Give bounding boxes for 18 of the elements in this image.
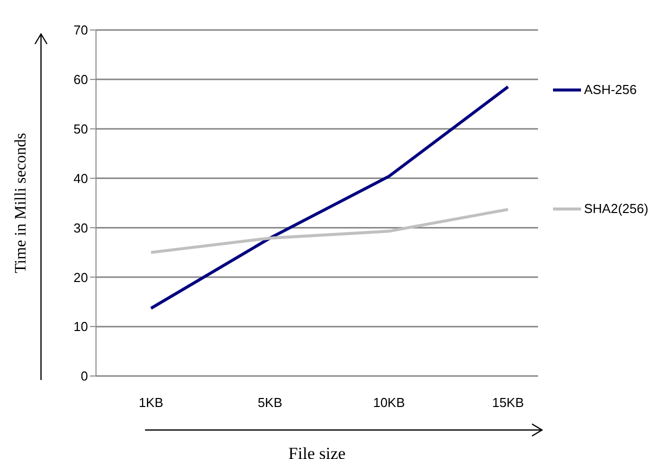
y-tick-label: 10 bbox=[74, 319, 88, 334]
y-tick-label: 30 bbox=[74, 220, 88, 236]
y-tick-label: 50 bbox=[74, 121, 88, 136]
y-tick-label: 0 bbox=[80, 368, 88, 384]
y-tick-label: 70 bbox=[74, 22, 88, 38]
x-axis-title: File size bbox=[288, 444, 346, 459]
x-tick-label: 5KB bbox=[258, 395, 282, 410]
y-axis-title: Time in Milli seconds bbox=[12, 132, 30, 274]
x-tick-label: 15KB bbox=[492, 395, 524, 410]
line-series bbox=[150, 85, 510, 310]
x-tick-label: 10KB bbox=[373, 395, 405, 410]
legend-label: SHA2(256) bbox=[584, 201, 648, 216]
y-tick-label: 40 bbox=[74, 170, 88, 186]
y-tick-label: 60 bbox=[74, 72, 88, 88]
legend-label: ASH-256 bbox=[584, 82, 637, 97]
x-tick-label: 1KB bbox=[138, 395, 164, 410]
y-tick-label: 20 bbox=[74, 270, 88, 285]
line-series bbox=[150, 208, 510, 254]
